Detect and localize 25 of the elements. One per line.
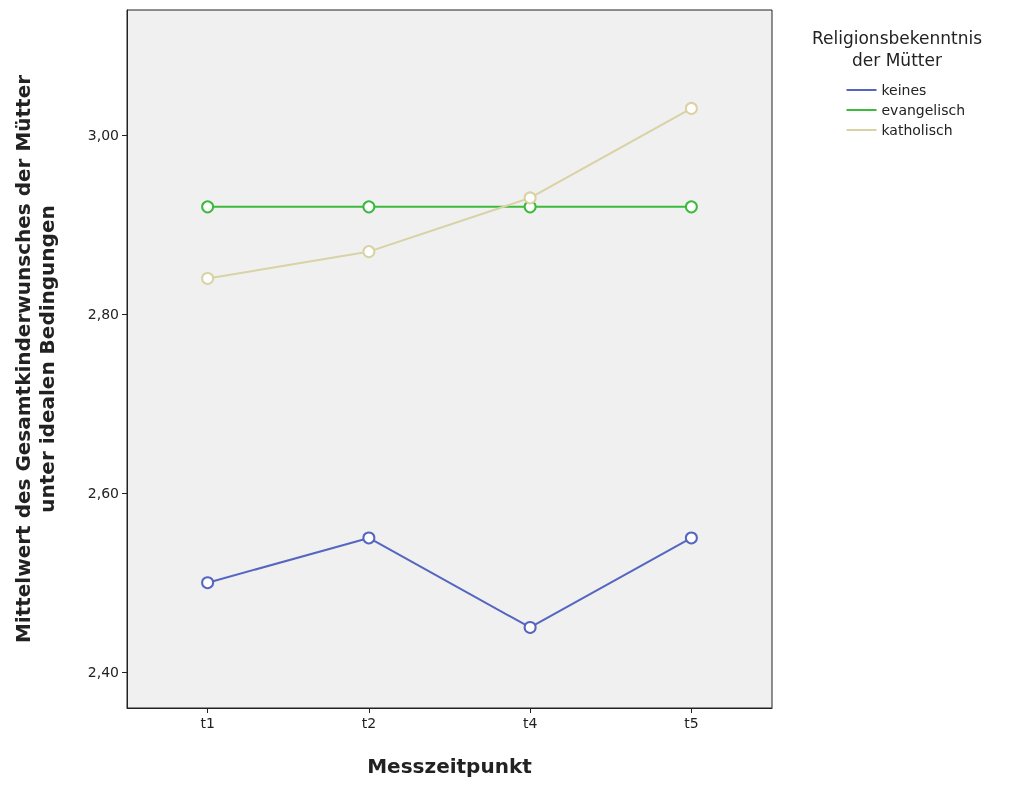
legend-title: Religionsbekenntnis der Mütter bbox=[811, 28, 983, 70]
point bbox=[201, 576, 215, 590]
legend-label: evangelisch bbox=[881, 102, 966, 118]
point bbox=[362, 531, 376, 545]
y-axis-title: Mittelwert des Gesamtkinderwunsches der Mütter unter idealen Bedingungen bbox=[11, 74, 59, 644]
x-tick-label: t2 bbox=[361, 715, 377, 731]
y-tick-label: 2,40 bbox=[87, 664, 119, 681]
legend-label: katholisch bbox=[881, 122, 953, 138]
point bbox=[201, 200, 215, 214]
point bbox=[684, 200, 698, 214]
point bbox=[684, 531, 698, 545]
x-tick-label: t1 bbox=[200, 715, 215, 731]
legend-label: keines bbox=[881, 82, 927, 98]
point bbox=[523, 191, 537, 205]
y-tick-label: 3,00 bbox=[87, 127, 119, 144]
point bbox=[523, 620, 537, 634]
point bbox=[684, 101, 698, 115]
point bbox=[362, 200, 376, 214]
x-tick-label: t5 bbox=[684, 715, 699, 731]
y-tick-label: 2,60 bbox=[87, 485, 119, 502]
x-axis-title: Messzeitpunkt bbox=[367, 754, 533, 778]
x-tick-label: t4 bbox=[522, 715, 538, 731]
y-tick-label: 2,80 bbox=[87, 306, 119, 323]
point bbox=[362, 245, 376, 259]
point bbox=[201, 271, 215, 285]
